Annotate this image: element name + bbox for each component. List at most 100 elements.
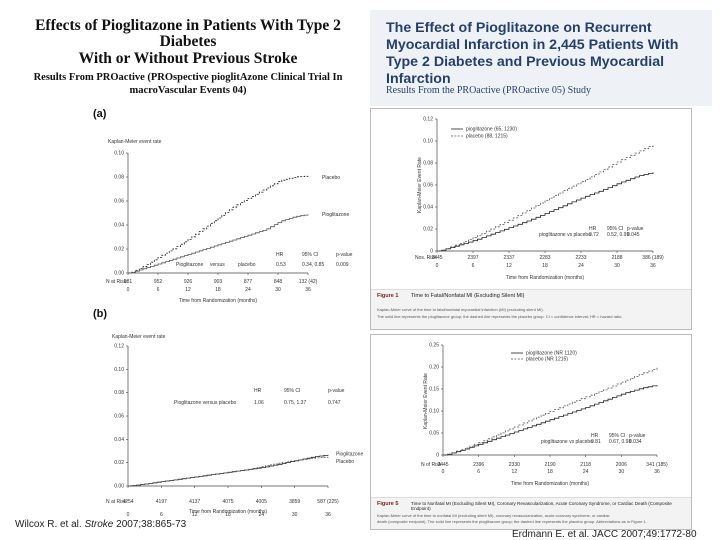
x-tick-label: 30 [275,287,281,293]
y-tick-label: 0.02 [114,247,124,253]
x-tick-label: 36 [325,512,331,518]
figure-panel-b: (b) 0.00 0.02 0.04 0.06 0.08 0.10 0.12 0 6 12 18 24… [88,308,363,528]
stats-value: 0.72 [589,232,599,238]
stats-value: Pioglitazone versus placebo [174,400,236,406]
y-tick-label: 0.12 [114,344,124,350]
y-tick-label: 0.04 [423,205,433,211]
y-tick-label: 0.12 [423,117,433,123]
legend-placebo: Placebo [336,459,354,465]
at-risk-value: 2445 [431,255,442,261]
x-tick-label: 0 [127,287,130,293]
left-subtitle-line2: macroVascular Events 04) [129,84,247,96]
at-risk-label: Nos. Risk [415,255,437,261]
figure-5-caption: Figure 5 Time to Nonfatal MI (Excluding … [371,497,691,529]
at-risk-value: 848 [274,279,283,285]
legend-pioglitazone: pioglitazone (NR 1120) [526,351,577,357]
x-tick-label: 6 [477,469,480,475]
at-risk-value: 4137 [189,499,200,505]
y-tick-label: 0.08 [114,390,124,396]
stats-header: HR [589,226,597,232]
x-tick-label: 24 [583,469,589,475]
figure-5-caption-line: death (composite endpoint). The solid li… [377,519,647,524]
chart-figure-5: 0 0.05 0.10 0.15 0.20 0.25 0 6 12 18 24 30 36 Kaplan-… [421,343,668,488]
y-axis-label: Kaplan-Meier Event Rate [417,157,423,213]
series-line-1 [128,175,309,274]
x-tick-label: 18 [547,469,553,475]
legend-pioglitazone: pioglitazone (65, 1230) [466,127,517,133]
right-title: The Effect of Pioglitazone on Recurrent … [386,20,712,88]
left-citation-suffix: 2007;38:865-73 [113,519,187,530]
x-axis-label: Time from Randomization (months) [189,509,268,515]
at-risk-value: 2118 [580,462,591,468]
x-tick-label: 0 [436,263,439,269]
legend-placebo: placebo (88, 1215) [466,134,508,140]
legend-placebo: Placebo [322,175,340,181]
left-paper-panel: Effects of Pioglitazone in Patients With… [18,17,364,518]
x-axis-label: Time from Randomization (months) [506,275,585,281]
left-citation-journal: Stroke [84,519,114,530]
right-citation: Erdmann E. et al. JACC 2007;49:1772-80 [512,529,697,540]
left-subtitle: Results From PROactive (PROspective piog… [18,71,358,97]
y-tick-label: 0.10 [114,151,124,157]
stats-label: pioglitazone vs placebo [541,439,593,445]
x-axis-label: Time from Randomization (months) [511,481,590,487]
at-risk-value: 877 [244,279,253,285]
x-tick-label: 24 [259,512,265,518]
left-subtitle-line1: Results From PROactive (PROspective piog… [33,71,343,83]
y-tick-label: 0.04 [114,223,124,229]
x-tick-label: 36 [305,287,311,293]
y-tick-label: 0.04 [114,437,124,443]
chart-figure-1: 0 0.02 0.04 0.06 0.08 0.10 0.12 0 6 12 18 24 30 36 Kap… [415,117,664,282]
at-risk-value: 2330 [509,462,520,468]
figure-1-caption: Figure 1 Time to Fatal/Nonfatal MI (Excl… [371,289,691,329]
y-tick-label: 0.10 [114,367,124,373]
at-risk-value: 4075 [222,499,233,505]
x-tick-label: 30 [614,263,620,269]
y-axis-label: Kaplan-Meier event rate [112,334,166,340]
x-tick-label: 12 [185,287,191,293]
x-tick-label: 12 [506,263,512,269]
x-tick-label: 36 [654,469,660,475]
stats-header: 95% CI [607,226,623,232]
stats-header: 95% CI [302,252,318,258]
figure-1-caption-line: The solid line represents the pioglitazo… [377,314,623,319]
stats-header: HR [254,388,262,394]
stats-label: pioglitazone vs placebo [539,232,591,238]
series-line-1 [443,385,658,456]
y-tick-label: 0.15 [429,387,439,393]
stats-header: HR [591,433,599,439]
stats-value: 0.009 [336,262,349,268]
stats-value: 0.67, 0.98 [609,439,631,445]
right-subtitle: Results From the PROactive (PROactive 05… [386,85,591,96]
at-risk-value: 2445 [437,462,448,468]
stats-value: 0.034 [629,439,642,445]
at-risk-value: 4254 [122,499,133,505]
left-citation: Wilcox R. et al. Stroke 2007;38:865-73 [15,519,186,530]
y-tick-label: 0.10 [423,139,433,145]
stats-value: 0.53 [276,262,286,268]
figure-1-caption-tag: Figure 1 [377,293,399,299]
right-title-line2: Myocardial Infarction in 2,445 Patients … [386,37,679,54]
at-risk-value: 2233 [575,255,586,261]
stats-header: p-value [629,433,646,439]
stats-value: 0.045 [627,232,640,238]
x-tick-label: 18 [542,263,548,269]
figure-1-box: 0 0.02 0.04 0.06 0.08 0.10 0.12 0 6 12 18 24 30 36 Kap… [370,108,692,330]
series-line-2 [443,367,658,456]
panel-b-label: (b) [93,308,108,320]
stats-header: 95% CI [284,388,300,394]
series-line-1 [437,172,654,252]
at-risk-value: 952 [154,279,163,285]
y-axis-label: Kaplan-Meier event rate [108,139,162,145]
y-tick-label: 0.02 [423,227,433,233]
right-header: The Effect of Pioglitazone on Recurrent … [370,10,712,106]
x-tick-label: 18 [215,287,221,293]
stats-header: p-value [627,226,644,232]
x-tick-label: 6 [160,512,163,518]
at-risk-value: 981 [124,279,133,285]
series-line-1 [128,454,329,487]
at-risk-label: N at Risk: [106,499,128,505]
series-line-2 [437,144,654,252]
y-tick-label: 0.00 [114,271,124,277]
at-risk-value: 4197 [156,499,167,505]
